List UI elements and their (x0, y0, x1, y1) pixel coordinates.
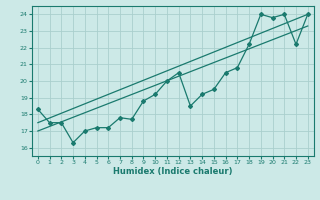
X-axis label: Humidex (Indice chaleur): Humidex (Indice chaleur) (113, 167, 233, 176)
